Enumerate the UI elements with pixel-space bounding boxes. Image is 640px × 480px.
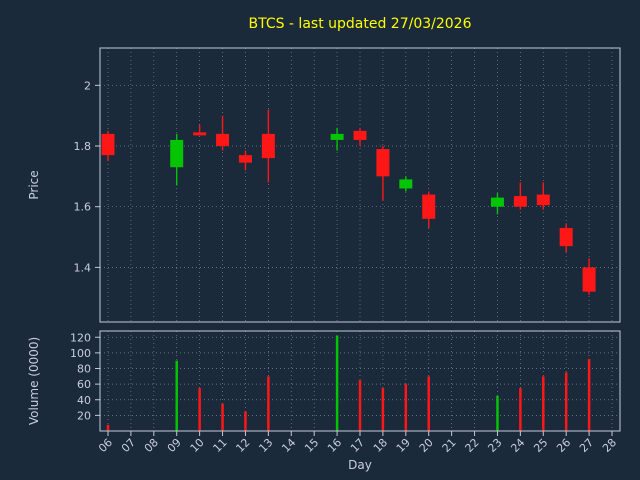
price-axis-label: Price (27, 170, 41, 199)
volume-tick-label: 40 (77, 394, 91, 407)
candle (399, 176, 413, 192)
candle (261, 109, 275, 183)
candle-body (170, 139, 184, 168)
price-tick-label: 1.6 (74, 201, 92, 214)
candle (193, 124, 207, 136)
volume-bar (198, 388, 201, 431)
candle (170, 133, 184, 186)
volume-bar (381, 388, 385, 431)
candle (582, 258, 596, 295)
candle-body (490, 197, 504, 207)
candle-body (422, 194, 436, 219)
volume-tick-label: 20 (77, 409, 91, 422)
candle (353, 127, 367, 147)
candle (238, 150, 252, 171)
volume-axis-label: Volume (0000) (27, 337, 41, 425)
volume-tick-label: 60 (77, 378, 91, 391)
volume-bar (221, 403, 224, 431)
candle-body (376, 149, 390, 177)
candle (216, 115, 230, 151)
volume-bar (106, 424, 110, 431)
volume-bar (564, 372, 568, 431)
price-tick-label: 1.8 (74, 140, 92, 153)
volume-bar (175, 360, 178, 431)
candle (376, 146, 390, 201)
x-axis-label: Day (348, 458, 372, 472)
volume-bars (106, 335, 591, 431)
candle (559, 223, 573, 253)
volume-bar (587, 359, 591, 431)
candle-body (238, 155, 252, 163)
candle-body (353, 130, 367, 140)
volume-bar (496, 395, 499, 431)
candle-body (399, 179, 413, 189)
candle (490, 193, 504, 215)
candle-body (101, 133, 115, 156)
candle-body (193, 132, 207, 136)
candle (513, 182, 527, 210)
candle-body (330, 133, 344, 140)
volume-bar (404, 384, 408, 431)
volume-bar (335, 335, 339, 431)
candle-body (261, 133, 275, 159)
candle (536, 182, 550, 210)
volume-tick-label: 100 (70, 347, 91, 360)
candle-body (582, 267, 596, 292)
candle-body (216, 133, 230, 147)
candle-body (559, 227, 573, 247)
volume-bar (358, 380, 362, 431)
candle (422, 191, 436, 228)
volume-bar (244, 411, 247, 431)
volume-tick-label: 120 (70, 331, 91, 344)
price-tick-label: 2 (84, 79, 91, 92)
chart-title: BTCS - last updated 27/03/2026 (248, 16, 471, 32)
volume-bar (427, 376, 430, 431)
volume-tick-label: 80 (77, 363, 91, 376)
volume-bar (519, 388, 522, 431)
candle (101, 130, 115, 162)
candle-body (513, 196, 527, 207)
candles (101, 109, 596, 295)
price-panel-spine (99, 47, 621, 323)
candle (330, 127, 344, 151)
volume-bar (267, 376, 270, 431)
candle-body (536, 194, 550, 206)
price-tick-label: 1.4 (74, 261, 92, 274)
volume-bar (542, 376, 545, 431)
